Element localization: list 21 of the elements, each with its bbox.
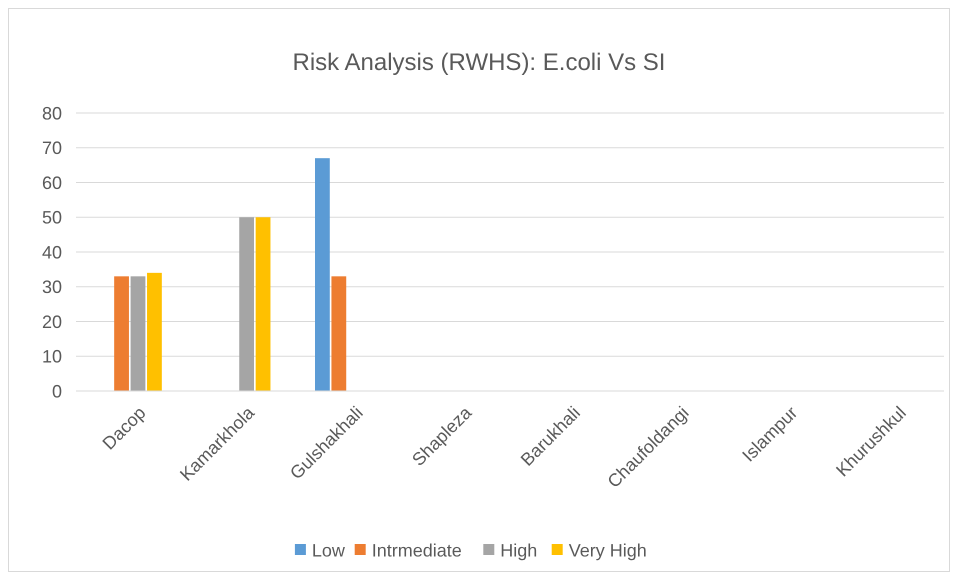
bar bbox=[239, 217, 254, 391]
y-tick-label: 60 bbox=[42, 172, 62, 193]
y-tick-label: 40 bbox=[42, 242, 62, 262]
y-tick-label: 80 bbox=[42, 103, 62, 124]
bar bbox=[130, 276, 146, 391]
bar bbox=[256, 217, 270, 391]
bar bbox=[147, 272, 162, 391]
bar bbox=[114, 276, 129, 391]
bar bbox=[315, 158, 330, 391]
y-tick-label: 10 bbox=[42, 346, 62, 367]
legend-label: Low bbox=[312, 540, 346, 560]
legend-label: High bbox=[500, 540, 538, 560]
legend-label: Very High bbox=[568, 540, 647, 560]
y-tick-label: 70 bbox=[42, 138, 62, 158]
bar bbox=[331, 276, 346, 391]
chart-title: Risk Analysis (RWHS): E.coli Vs SI bbox=[292, 49, 666, 76]
y-tick-label: 20 bbox=[42, 312, 62, 332]
legend-label: Intrmediate bbox=[372, 540, 462, 560]
y-tick-label: 30 bbox=[42, 277, 62, 298]
y-tick-label: 0 bbox=[52, 381, 62, 402]
y-tick-label: 50 bbox=[42, 208, 62, 228]
